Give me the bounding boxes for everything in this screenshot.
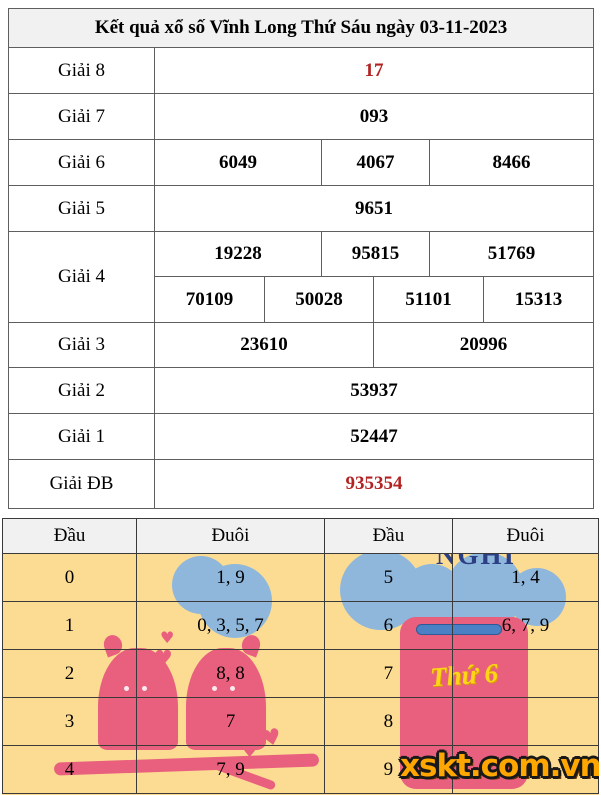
prize-row-g8: Giải 8 17 (8, 47, 595, 94)
dau-duoi-table: Đầu Đuôi Đầu Đuôi 0 1, 9 5 1, 4 1 0, 3, … (2, 518, 599, 794)
header-duoi-left: Đuôi (136, 518, 325, 554)
prize-row-g3: Giải 3 23610 20996 (8, 322, 595, 368)
lottery-results-table: Kết quả xổ số Vĩnh Long Thứ Sáu ngày 03-… (7, 8, 595, 509)
header-dau-right: Đầu (323, 518, 453, 554)
prize-label-g8: Giải 8 (8, 47, 155, 94)
prize-row-g4b: 70109 50028 51101 15313 (9, 276, 595, 323)
dau-duoi-row-3: 3 7 8 (2, 697, 599, 746)
dau-cell: 3 (2, 697, 138, 746)
table-title-row: Kết quả xổ số Vĩnh Long Thứ Sáu ngày 03-… (7, 8, 595, 48)
prize-value-g4-3: 51769 (428, 231, 595, 277)
prize-value-g4-4: 70109 (154, 276, 265, 323)
xskt-watermark-logo: xskt.com.vn (400, 748, 599, 784)
prize-value-g4-2: 95815 (321, 231, 430, 277)
dau-cell: 7 (323, 649, 453, 698)
dau-cell: 0 (2, 553, 138, 602)
dau-cell: 9 (323, 745, 453, 794)
prize-label-g2: Giải 2 (8, 367, 155, 414)
dau-cell: 5 (323, 553, 453, 602)
duoi-cell: 3, 6 (451, 745, 599, 794)
prize-label-g3: Giải 3 (8, 322, 155, 368)
header-duoi-right: Đuôi (451, 518, 599, 554)
prize-row-g5: Giải 5 9651 (8, 185, 595, 232)
dau-duoi-header-row: Đầu Đuôi Đầu Đuôi (2, 518, 599, 554)
prize-row-g4a: Giải 4 19228 95815 51769 (8, 231, 595, 323)
prize-value-g2: 53937 (153, 367, 595, 414)
duoi-cell: 0, 3, 5, 7 (136, 601, 325, 650)
prize-value-g6-1: 6049 (154, 139, 322, 186)
prize-label-db: Giải ĐB (8, 459, 155, 509)
prize-value-g4-7: 15313 (482, 276, 595, 323)
prize-label-g5: Giải 5 (8, 185, 155, 232)
prize-label-g6: Giải 6 (8, 139, 155, 186)
dau-duoi-row-0: 0 1, 9 5 1, 4 (2, 553, 599, 602)
dau-cell: 8 (323, 697, 453, 746)
dau-cell: 6 (323, 601, 453, 650)
prize-label-g7: Giải 7 (8, 93, 155, 140)
prize-label-g4: Giải 4 (8, 231, 155, 323)
prize-row-g6: Giải 6 6049 4067 8466 (8, 139, 595, 186)
duoi-cell (451, 649, 599, 698)
prize-value-g4-6: 51101 (373, 276, 484, 323)
prize-row-g1: Giải 1 52447 (8, 413, 595, 460)
prize-value-g8: 17 (153, 47, 595, 94)
prize-value-g3-1: 23610 (154, 322, 374, 368)
duoi-cell: 1, 9 (136, 553, 325, 602)
duoi-cell: 6, 7, 9 (451, 601, 599, 650)
header-dau-left: Đầu (2, 518, 138, 554)
prize-value-db: 935354 (153, 459, 595, 509)
dau-duoi-row-1: 1 0, 3, 5, 7 6 6, 7, 9 (2, 601, 599, 650)
duoi-cell: 7, 9 (136, 745, 325, 794)
dau-cell: 4 (2, 745, 138, 794)
prize-value-g6-2: 4067 (321, 139, 430, 186)
prize-value-g3-2: 20996 (372, 322, 595, 368)
dau-cell: 1 (2, 601, 138, 650)
prize-row-db: Giải ĐB 935354 (8, 459, 595, 509)
dau-cell: 2 (2, 649, 138, 698)
prize-value-g5: 9651 (153, 185, 595, 232)
duoi-cell: 1, 4 (451, 553, 599, 602)
dau-duoi-row-2: 2 8, 8 7 (2, 649, 599, 698)
prize-value-g4-1: 19228 (154, 231, 322, 277)
duoi-cell (451, 697, 599, 746)
dau-duoi-row-4: 4 7, 9 9 3, 6 (2, 745, 599, 794)
prize-label-g1: Giải 1 (8, 413, 155, 460)
duoi-cell: 7 (136, 697, 325, 746)
prize-value-g6-3: 8466 (428, 139, 595, 186)
page-title: Kết quả xổ số Vĩnh Long Thứ Sáu ngày 03-… (7, 8, 595, 48)
dau-duoi-panel: NGHỈ Thứ 6 Đầu Đuôi Đầu Đuôi 0 1, 9 5 1, (2, 518, 599, 795)
duoi-cell: 8, 8 (136, 649, 325, 698)
prize-value-g4-5: 50028 (264, 276, 374, 323)
prize-value-g7: 093 (153, 93, 595, 140)
prize-row-g2: Giải 2 53937 (8, 367, 595, 414)
prize-value-g1: 52447 (153, 413, 595, 460)
prize-row-g7: Giải 7 093 (8, 93, 595, 140)
